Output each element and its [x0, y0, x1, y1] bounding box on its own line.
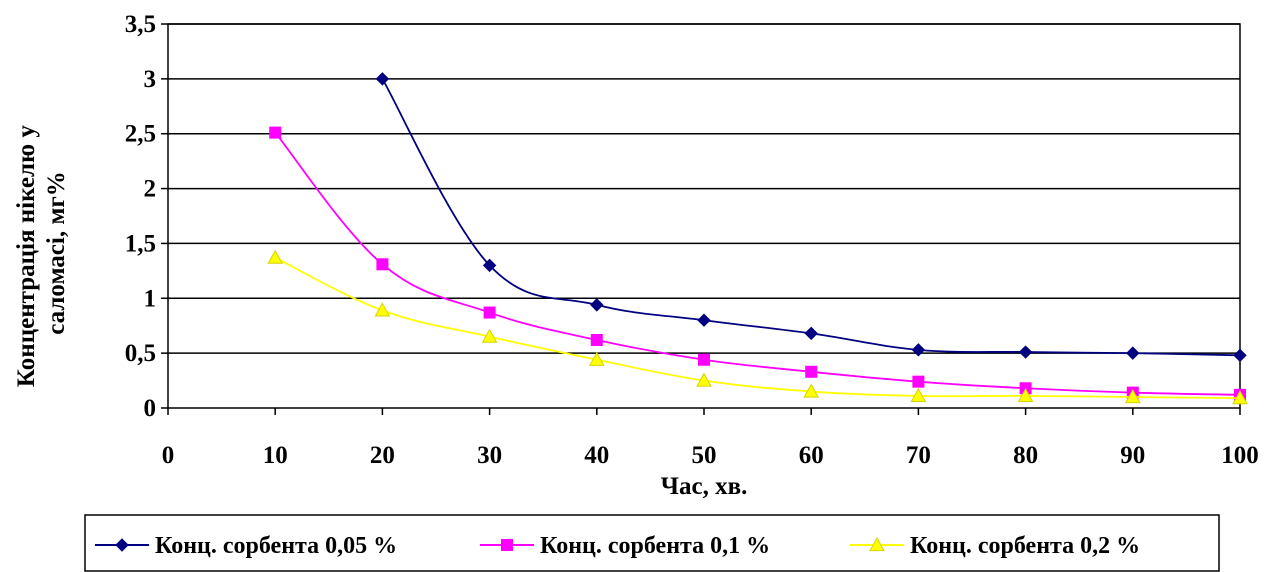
- data-point: [481, 328, 498, 343]
- x-tick-label: 30: [477, 442, 502, 469]
- data-point: [804, 326, 818, 341]
- data-point: [912, 375, 925, 388]
- plot-area: [167, 23, 1241, 409]
- data-point: [482, 258, 497, 273]
- x-tick-label: 0: [162, 442, 175, 469]
- data-point: [805, 365, 818, 378]
- y-tick-label: 3,5: [125, 11, 156, 38]
- series-layer: [267, 72, 1248, 405]
- data-point: [698, 353, 710, 366]
- data-point: [590, 298, 604, 312]
- y-tick-label: 1,5: [125, 230, 156, 257]
- gridlines: [168, 23, 1240, 354]
- x-axis-title: Час, хв.: [661, 473, 748, 500]
- legend-label: Конц. сорбента 0,1 %: [540, 533, 770, 559]
- data-point: [1124, 388, 1141, 404]
- series-line: [381, 78, 1241, 357]
- data-point: [590, 333, 603, 346]
- legend-swatch-marker: [115, 538, 129, 552]
- series-line: [274, 132, 1241, 396]
- x-tick-label: 10: [263, 442, 288, 469]
- x-tick-label: 60: [799, 442, 824, 469]
- legend-item: Конц. сорбента 0,1 %: [480, 533, 770, 559]
- x-tick-label: 40: [584, 442, 609, 469]
- plot-border: [167, 23, 1241, 409]
- data-point: [697, 313, 711, 327]
- data-point: [588, 351, 605, 366]
- legend-label: Конц. сорбента 0,2 %: [910, 533, 1140, 559]
- x-tick-label: 20: [370, 442, 395, 469]
- y-axis-title-line-1: Концентрація нікелю у: [13, 125, 40, 387]
- data-point: [696, 372, 712, 387]
- series-2: [269, 126, 1246, 401]
- legend-swatch-marker: [869, 536, 885, 552]
- series-1: [375, 72, 1247, 363]
- y-tick-label: 0,5: [125, 340, 156, 367]
- x-tick-label: 90: [1120, 442, 1145, 469]
- data-point: [374, 302, 391, 317]
- data-point: [1232, 390, 1248, 405]
- series-line: [274, 256, 1241, 400]
- legend: Конц. сорбента 0,05 % Конц. сорбента 0,1 …: [84, 514, 1220, 572]
- data-point: [911, 343, 926, 357]
- legend-swatch-marker: [501, 539, 513, 551]
- legend-item: Конц. сорбента 0,05 %: [95, 533, 397, 559]
- data-point: [375, 72, 390, 86]
- y-tick-label: 1: [144, 285, 157, 312]
- x-tick-label: 70: [906, 442, 931, 469]
- data-point: [1017, 387, 1034, 403]
- data-point: [1126, 346, 1140, 360]
- y-tick-label: 0: [144, 395, 157, 422]
- y-axis-ticks: 0 0,5 1 1,5 2 2,5 3 3,5: [125, 11, 168, 422]
- data-point: [267, 249, 284, 264]
- legend-item: Конц. сорбента 0,2 %: [850, 533, 1140, 559]
- y-axis-title-line-2: саломасі, мг%: [43, 171, 70, 334]
- x-tick-label: 100: [1221, 442, 1259, 469]
- data-point: [1233, 348, 1247, 363]
- data-point: [803, 383, 820, 398]
- series-3: [267, 249, 1248, 405]
- y-tick-label: 2: [144, 176, 157, 203]
- y-axis-title: Концентрація нікелю у саломасі, мг%: [13, 119, 70, 387]
- x-tick-label: 50: [692, 442, 717, 469]
- data-point: [910, 387, 927, 403]
- data-point: [1018, 345, 1033, 359]
- x-tick-label: 80: [1013, 442, 1038, 469]
- y-tick-label: 3: [144, 66, 157, 93]
- data-point: [483, 306, 496, 319]
- x-axis-ticks: 0 10 20 30 40 50 60 70 80 90 100: [162, 408, 1259, 469]
- legend-box: [84, 514, 1220, 572]
- data-point: [376, 258, 389, 271]
- legend-label: Конц. сорбента 0,05 %: [155, 533, 397, 559]
- data-point: [269, 126, 282, 139]
- y-tick-label: 2,5: [125, 121, 156, 148]
